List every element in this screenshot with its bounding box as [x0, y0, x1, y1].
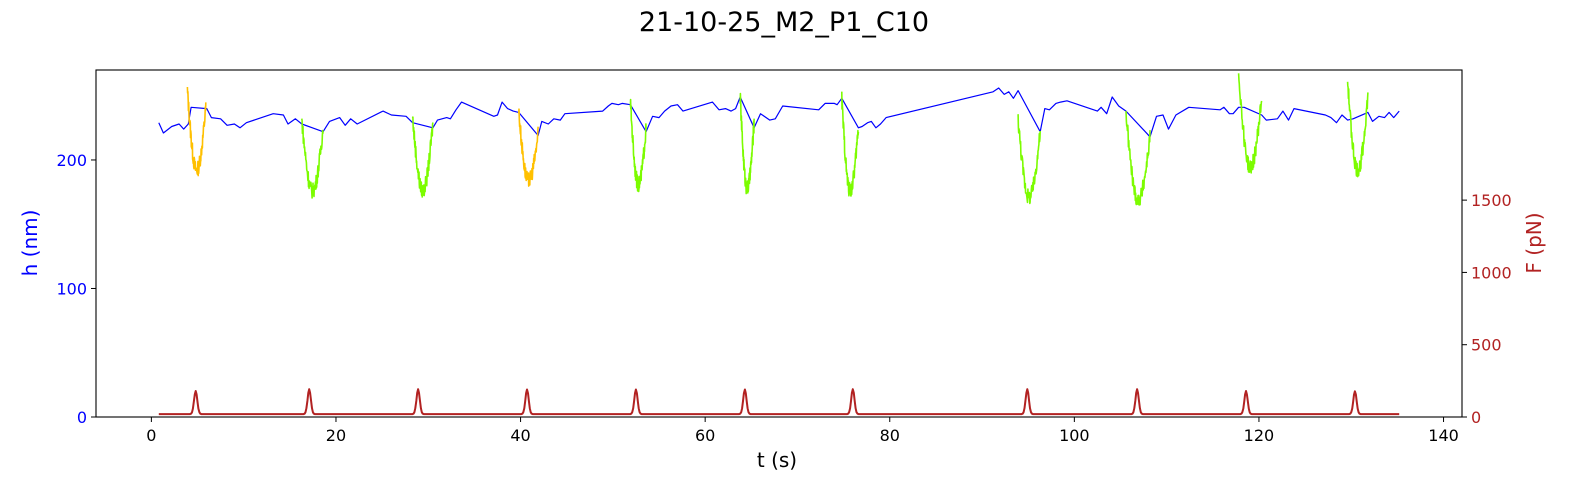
- pull-segment: [1346, 81, 1369, 178]
- pull-segment: [739, 92, 755, 195]
- y-left-axis-label: h (nm): [18, 210, 42, 277]
- x-tick-label: 100: [1059, 426, 1090, 445]
- x-tick-label: 140: [1428, 426, 1459, 445]
- pull-segment: [1125, 111, 1151, 206]
- x-tick-label: 0: [146, 426, 156, 445]
- height-trace: [158, 87, 1400, 138]
- x-axis: 0 20 40 60 80 100 120 140: [146, 417, 1459, 445]
- chart-title: 21-10-25_M2_P1_C10: [639, 7, 929, 38]
- y-right-tick-label: 1500: [1471, 191, 1512, 210]
- force-trace: [158, 388, 1400, 416]
- y-left-tick-label: 0: [77, 408, 87, 427]
- pull-segment: [186, 86, 207, 177]
- y-right-tick-label: 500: [1471, 336, 1502, 355]
- y-right-tick-label: 1000: [1471, 263, 1512, 282]
- y-left-tick-label: 100: [56, 279, 87, 298]
- x-tick-label: 60: [695, 426, 715, 445]
- y-right-tick-label: 0: [1471, 408, 1481, 427]
- x-axis-label: t (s): [757, 448, 797, 472]
- y-left-axis: 0 100 200: [56, 151, 96, 427]
- pull-segment: [517, 108, 539, 187]
- plot-series: [158, 73, 1400, 416]
- plot-frame: [95, 69, 1463, 418]
- x-tick-label: 80: [880, 426, 900, 445]
- y-right-axis: 0 500 1000 1500: [1462, 191, 1512, 427]
- pull-segment: [301, 118, 324, 199]
- pull-segment: [1017, 114, 1041, 205]
- y-left-tick-label: 200: [56, 151, 87, 170]
- y-right-axis-label: F (pN): [1522, 212, 1546, 273]
- pull-segment: [629, 98, 647, 193]
- pull-segment: [411, 116, 434, 198]
- x-tick-label: 40: [510, 426, 530, 445]
- x-tick-label: 20: [326, 426, 346, 445]
- pull-segment: [841, 91, 860, 197]
- x-tick-label: 120: [1244, 426, 1275, 445]
- pull-segment: [1237, 73, 1263, 174]
